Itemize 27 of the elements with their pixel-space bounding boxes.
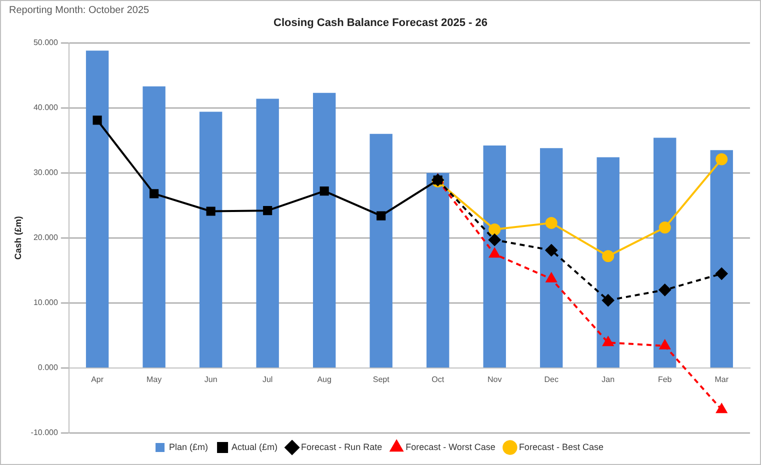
x-tick-label: Apr [91, 374, 104, 384]
x-tick-label: Aug [317, 374, 332, 384]
x-tick-label: Jul [262, 374, 273, 384]
x-tick-label: Oct [432, 374, 445, 384]
y-tick-label: 40.000 [33, 103, 58, 112]
legend-label: Forecast - Best Case [518, 442, 604, 452]
x-tick-label: Jun [204, 374, 218, 384]
x-tick-label: May [146, 374, 162, 384]
x-tick-label: Feb [658, 374, 672, 384]
x-tick-label: Dec [544, 374, 558, 384]
x-tick-label: Sept [372, 374, 390, 384]
y-axis-title: Cash (£m) [12, 216, 23, 260]
x-tick-label: Mar [714, 374, 729, 384]
chart-title: Closing Cash Balance Forecast 2025 - 26 [272, 17, 488, 29]
legend-label: Forecast - Worst Case [406, 442, 496, 452]
text: Reporting Month: October 2025 [9, 5, 150, 16]
y-tick-label: 0.000 [38, 363, 58, 372]
legend-label: Actual (£m) [232, 442, 278, 452]
y-tick-label: -10.000 [30, 428, 58, 438]
legend-label: Forecast - Run Rate [301, 442, 382, 452]
y-tick-label: 50.000 [33, 38, 58, 48]
legend-label: Plan (£m) [169, 442, 208, 452]
x-tick-label: Nov [487, 374, 502, 384]
y-tick-label: 10.000 [33, 298, 58, 308]
y-tick-label: 30.000 [33, 168, 58, 178]
y-tick-label: 20.000 [33, 233, 58, 242]
x-tick-label: Jan [602, 374, 615, 384]
